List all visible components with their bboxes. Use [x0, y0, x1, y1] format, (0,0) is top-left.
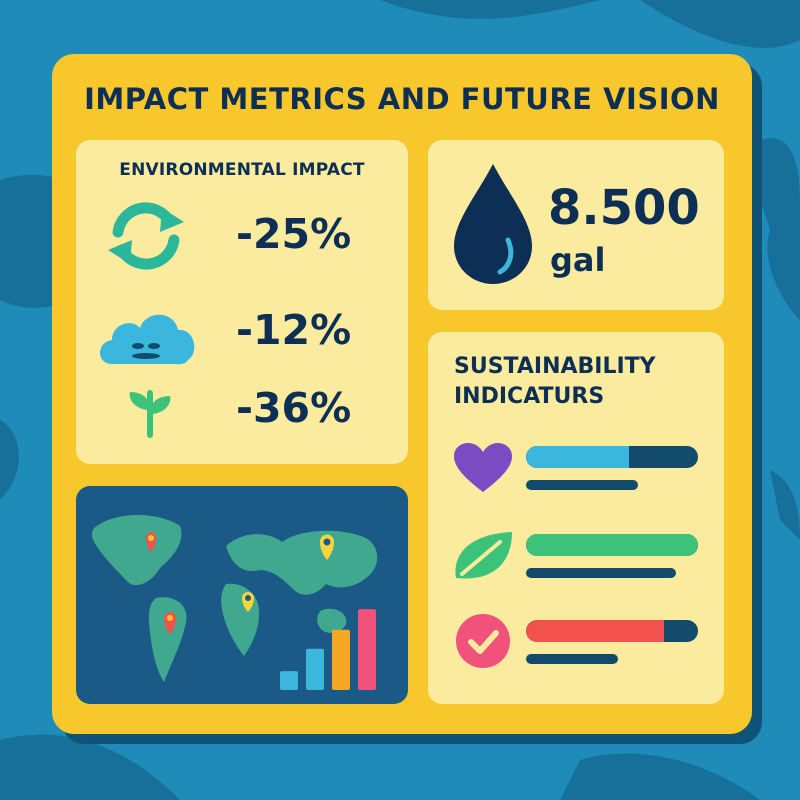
sustainability-title: SUSTAINABILITY INDICATURS: [454, 352, 694, 412]
sustainability-indicators-panel: SUSTAINABILITY INDICATURS: [428, 332, 724, 704]
location-pin-icon: [146, 532, 156, 552]
location-pin-icon: [242, 592, 254, 612]
heart-icon: [454, 443, 512, 492]
leaf-icon: [455, 532, 512, 579]
world-map: [91, 515, 378, 690]
indicator-subline: [526, 654, 618, 664]
environmental-metric-value: -25%: [236, 210, 352, 258]
indicator-bar: [526, 534, 698, 556]
map-bar: [332, 629, 350, 690]
page-title: IMPACT METRICS AND FUTURE VISION: [84, 82, 720, 116]
indicator-bar-fill: [526, 534, 698, 556]
map-bar: [306, 648, 324, 690]
cloud-icon: [100, 314, 195, 365]
water-drop-icon: [454, 164, 532, 284]
bar-chart-icon: [280, 609, 376, 690]
map-bar: [280, 671, 298, 690]
map-bar: [358, 609, 376, 690]
environmental-metric-value: -12%: [236, 306, 352, 354]
water-usage-panel: 8.500 gal: [428, 140, 724, 310]
indicator-bar: [526, 446, 698, 468]
water-usage-value: 8.500: [548, 180, 700, 236]
sustainability-title-line: SUSTAINABILITY: [454, 354, 656, 379]
recycle-icon: [108, 202, 184, 270]
indicator-bar: [526, 620, 698, 642]
environmental-impact-panel: ENVIRONMENTAL IMPACT -25% -12% -36%: [76, 140, 408, 464]
sustainability-title-line: INDICATURS: [454, 383, 605, 409]
indicator-subline: [526, 480, 638, 490]
water-usage-unit: gal: [550, 241, 606, 279]
indicator-bar-fill: [526, 446, 630, 468]
indicator-bar-fill: [526, 620, 664, 642]
environmental-metric-value: -36%: [236, 384, 352, 432]
sprout-icon: [129, 390, 171, 438]
indicator-subline: [526, 568, 676, 578]
infographic-card: IMPACT METRICS AND FUTURE VISION ENVIRON…: [52, 54, 752, 734]
environmental-impact-label: ENVIRONMENTAL IMPACT: [119, 160, 365, 180]
world-map-panel: [76, 486, 408, 704]
check-circle-icon: [456, 614, 510, 668]
location-pin-icon: [164, 612, 176, 634]
location-pin-icon: [320, 534, 334, 560]
